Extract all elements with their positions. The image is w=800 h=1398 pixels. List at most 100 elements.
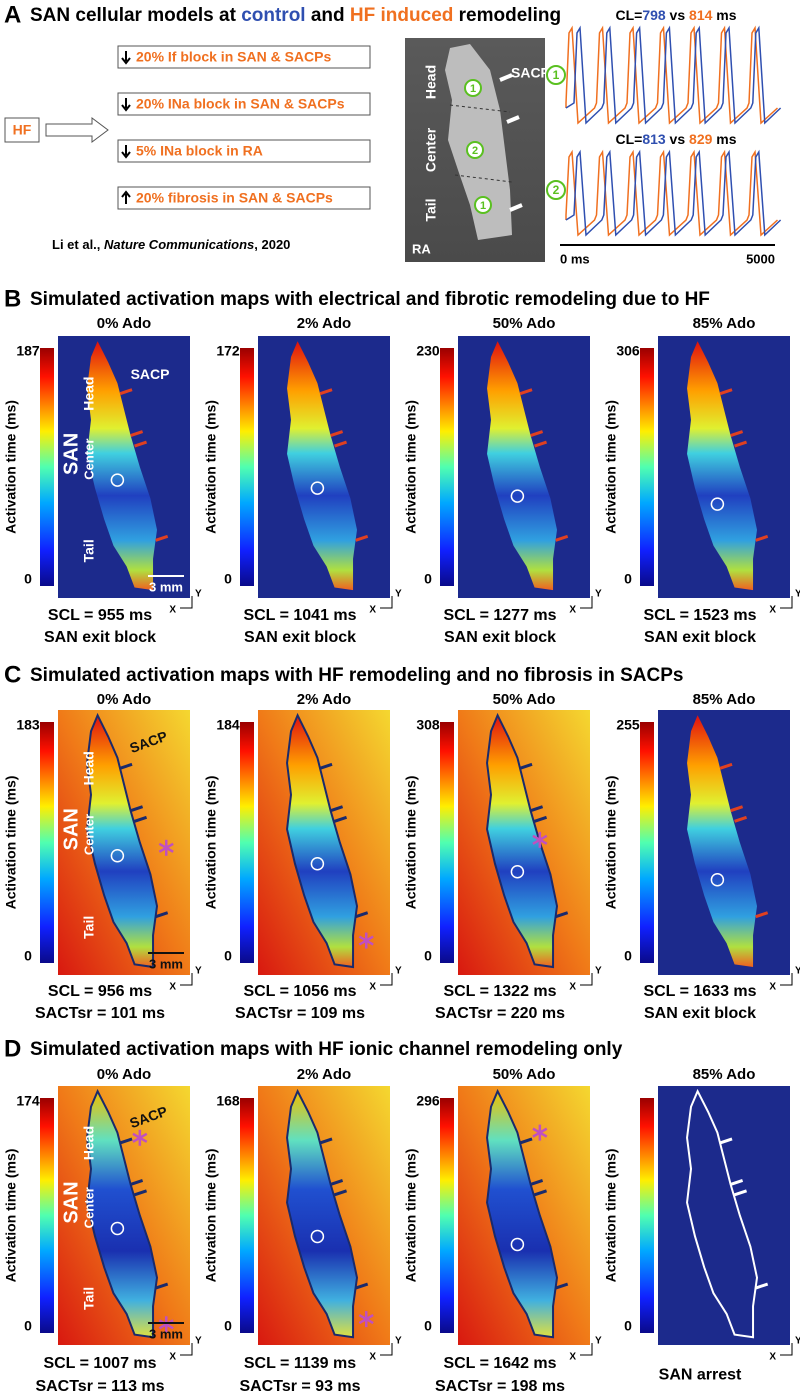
citation-part: Li et al., [52,237,104,252]
axis-x: X [769,605,776,616]
axis-x: X [369,1352,376,1363]
anatomy-label: SAN [60,808,82,850]
colorbar-max: 174 [16,1093,40,1109]
map-result: SACTsr = 101 ms [35,1005,165,1022]
asterisk [132,1132,148,1143]
colorbar-min: 0 [624,948,632,964]
pacemaker-site [510,1237,525,1252]
map-header: 0% Ado [97,1066,151,1083]
map-header: 0% Ado [97,315,151,332]
sacp-branch [755,911,769,919]
colorbar-max: 172 [216,343,240,359]
colorbar-max: 255 [616,717,640,733]
axis-icon [780,596,793,609]
colorbar-max: 187 [16,343,40,359]
colorbar-label: Activation time (ms) [403,776,419,910]
sacp-branch [506,115,520,124]
map-result: SCL = 1642 ms [443,1355,556,1372]
image-label: RA [412,241,431,256]
colorbar [440,348,454,586]
sacp-branch [719,1137,733,1145]
remodel-box [117,139,371,163]
colorbar-label: Activation time (ms) [203,400,219,534]
sacp-branch [519,762,533,770]
sacp-branch [355,911,369,919]
tissue-map [286,1088,359,1339]
sacp-branch [555,1282,569,1290]
colorbar-label: Activation time (ms) [203,1149,219,1283]
sacp-branch [134,815,148,823]
anatomy-label: SAN [60,433,82,475]
axis-x: X [169,1352,176,1363]
asterisk [532,834,548,845]
sacp-branch [530,1178,544,1186]
colorbar-min: 0 [624,1318,632,1334]
colorbar-label: Activation time (ms) [3,1149,19,1283]
ap-trace [565,149,782,237]
colorbar-label: Activation time (ms) [603,400,619,534]
remodel-text: 20% fibrosis in SAN & SACPs [136,190,333,206]
ap-trace [565,25,779,125]
cycle-length: CL=798 vs 814 ms [615,7,736,23]
sacp-branch [534,440,548,448]
sacp-branch [334,1189,348,1197]
sacp-branch [734,440,748,448]
colorbar [640,348,654,586]
anatomy-label: Center [81,439,96,480]
tissue-map [87,341,157,591]
sacp-branch [119,388,133,396]
anatomy-label: Tail [81,539,97,562]
colorbar [640,1098,654,1333]
axis-y: Y [395,966,402,977]
colorbar [40,1098,54,1333]
map-result: SACTsr = 113 ms [35,1378,164,1395]
axis-y: Y [195,1336,202,1347]
axis-label: 5000 [746,251,775,266]
axis-x: X [569,605,576,616]
colorbar-label: Activation time (ms) [603,776,619,910]
sacp-branch [734,815,748,823]
citation-part: Nature Communications [104,237,254,252]
cycle-length-part: ms [712,131,736,147]
sacp-branch [730,430,744,437]
map-background [658,1086,790,1345]
axis-icon [380,596,393,609]
sacp-branch [334,815,348,823]
anatomy-label: Center [81,1187,96,1228]
axis-y: Y [595,1336,602,1347]
colorbar [440,722,454,963]
sacp-branch [534,815,548,823]
asterisk [158,842,174,853]
cycle-length-part: 798 [642,7,666,23]
tissue-map [486,1088,559,1339]
colorbar-min: 0 [424,571,432,587]
image-label: Tail [423,198,439,221]
sacp-branch [119,1137,133,1145]
tissue-map [86,712,159,969]
sacp-branch [519,1137,533,1145]
map-result: SACTsr = 109 ms [235,1005,365,1022]
colorbar-max: 183 [16,717,40,733]
region-circle [474,196,492,214]
map-header: 50% Ado [493,1066,556,1083]
asterisk [358,1314,374,1325]
map-result: SCL = 1523 ms [643,607,756,624]
anatomy-label: SACP [131,366,170,382]
image-label: Head [423,65,439,99]
sacp-branch [155,1282,169,1290]
map-header: 50% Ado [493,315,556,332]
sacp-branch [355,1282,369,1290]
axis-x: X [169,605,176,616]
pacemaker-site [110,849,125,863]
cycle-length-part: 813 [642,131,666,147]
axis-icon [580,596,593,609]
panel-letter: A [4,1,21,28]
image-label: Center [423,127,439,172]
remodel-text: 20% If block in SAN & SACPs [136,49,331,65]
panel-title-part: control [241,5,305,26]
asterisk [532,1127,548,1138]
map-result: SACTsr = 93 ms [239,1378,360,1395]
sacp-branch [134,440,148,448]
axis-x: X [569,1352,576,1363]
axis-y: Y [795,589,800,600]
